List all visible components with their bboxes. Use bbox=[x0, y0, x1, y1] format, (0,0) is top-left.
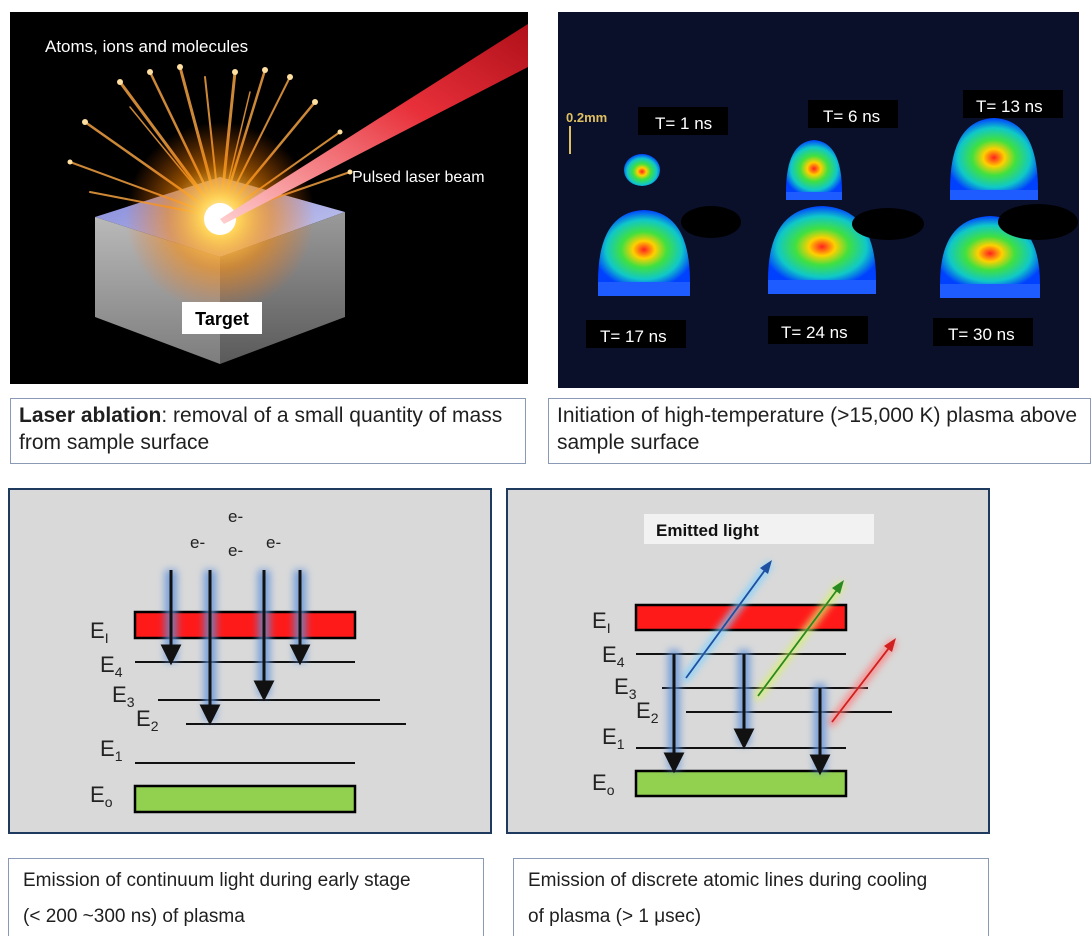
level-sub-4: 4 bbox=[115, 664, 123, 680]
level-sub-2: 2 bbox=[651, 710, 659, 726]
svg-text:E1: E1 bbox=[602, 724, 625, 752]
discrete-lines-energy-diagram: Emitted light EI E4 E3 E2 E1 Eo bbox=[506, 488, 990, 834]
continuum-energy-diagram: e- e- e- e- EI E4 E3 E2 E1 Eo bbox=[8, 488, 492, 834]
frame-label-5: T= 24 ns bbox=[781, 323, 848, 342]
level-label-E: E bbox=[602, 724, 617, 749]
level-sub-4: 4 bbox=[617, 654, 625, 670]
caption-discrete-line1: Emission of discrete atomic lines during… bbox=[528, 870, 928, 891]
caption-discrete-line2: of plasma (> 1 μsec) bbox=[528, 906, 702, 927]
frame-labels: T= 1 ns T= 6 ns T= 13 ns T= 17 ns T= 24 … bbox=[586, 90, 1063, 348]
emitted-light-label: Emitted light bbox=[656, 521, 759, 540]
particle-dots bbox=[67, 64, 353, 175]
caption-plasma-initiation: Initiation of high-temperature (>15,000 … bbox=[548, 398, 1091, 464]
caption-laser-ablation: Laser ablation: removal of a small quant… bbox=[10, 398, 526, 464]
frame-label-3: T= 13 ns bbox=[976, 97, 1043, 116]
level-sub-1: 1 bbox=[617, 736, 625, 752]
electron-label: e- bbox=[266, 533, 281, 552]
svg-text:E4: E4 bbox=[100, 652, 123, 680]
label-target: Target bbox=[195, 309, 249, 329]
level-label-E: E bbox=[136, 706, 151, 731]
svg-text:E1: E1 bbox=[100, 736, 123, 764]
level-label-E: E bbox=[636, 698, 651, 723]
plume-4 bbox=[598, 210, 690, 282]
svg-text:E4: E4 bbox=[602, 642, 625, 670]
level-sub-3: 3 bbox=[127, 694, 135, 710]
emission-arrows bbox=[685, 560, 896, 723]
level-sub-2: 2 bbox=[151, 718, 159, 734]
level-label-E: E bbox=[90, 782, 105, 807]
laser-ablation-image: Atoms, ions and molecules Pulsed laser b… bbox=[10, 12, 528, 384]
caption-laser-ablation-text: : removal of a small quantity of mass fr… bbox=[19, 404, 503, 454]
plume-5 bbox=[768, 206, 876, 280]
caption-plasma-initiation-text: Initiation of high-temperature (>15,000 … bbox=[557, 404, 1078, 454]
caption-continuum-line1: Emission of continuum light during early… bbox=[23, 870, 411, 891]
svg-text:Eo: Eo bbox=[90, 782, 113, 810]
level-sub-I: I bbox=[607, 620, 611, 636]
frame-label-6: T= 30 ns bbox=[948, 325, 1015, 344]
level-E0-bar bbox=[634, 769, 848, 798]
level-label-E: E bbox=[592, 770, 607, 795]
laser-beam bbox=[220, 24, 528, 224]
scale-label: 0.2mm bbox=[566, 110, 607, 125]
svg-text:E3: E3 bbox=[614, 674, 637, 702]
level-sub-3: 3 bbox=[629, 686, 637, 702]
level-E0-bar bbox=[133, 784, 357, 814]
svg-text:E3: E3 bbox=[112, 682, 135, 710]
level-sub-o: o bbox=[105, 794, 113, 810]
electron-label: e- bbox=[228, 507, 243, 526]
level-sub-I: I bbox=[105, 630, 109, 646]
electron-label: e- bbox=[190, 533, 205, 552]
level-label-E: E bbox=[112, 682, 127, 707]
level-label-E: E bbox=[602, 642, 617, 667]
svg-text:Eo: Eo bbox=[592, 770, 615, 798]
downward-arrows bbox=[663, 654, 831, 776]
electron-label: e- bbox=[228, 541, 243, 560]
svg-text:E2: E2 bbox=[136, 706, 159, 734]
downward-arrows bbox=[160, 570, 311, 726]
caption-continuum-line2: (< 200 ~300 ns) of plasma bbox=[23, 906, 245, 927]
svg-text:E2: E2 bbox=[636, 698, 659, 726]
plasma-evolution-image: 0.2mm T= 1 ns T= 6 ns T= 13 ns T= 17 ns … bbox=[558, 12, 1079, 388]
level-label-E: E bbox=[614, 674, 629, 699]
label-particles: Atoms, ions and molecules bbox=[45, 37, 248, 56]
svg-text:EI: EI bbox=[90, 618, 109, 646]
svg-text:EI: EI bbox=[592, 608, 611, 636]
level-label-E: E bbox=[592, 608, 607, 633]
level-sub-o: o bbox=[607, 782, 615, 798]
frame-label-1: T= 1 ns bbox=[655, 114, 712, 133]
frame-label-4: T= 17 ns bbox=[600, 327, 667, 346]
caption-discrete-emission: Emission of discrete atomic lines during… bbox=[513, 858, 989, 936]
caption-laser-ablation-bold: Laser ablation bbox=[19, 404, 162, 427]
label-laser-beam: Pulsed laser beam bbox=[352, 169, 485, 186]
caption-continuum-emission: Emission of continuum light during early… bbox=[8, 858, 484, 936]
frame-label-2: T= 6 ns bbox=[823, 107, 880, 126]
level-sub-1: 1 bbox=[115, 748, 123, 764]
plume-3 bbox=[950, 118, 1038, 190]
plume-1 bbox=[624, 154, 660, 186]
level-label-E: E bbox=[90, 618, 105, 643]
plume-2 bbox=[786, 140, 842, 192]
level-label-E: E bbox=[100, 736, 115, 761]
level-label-E: E bbox=[100, 652, 115, 677]
